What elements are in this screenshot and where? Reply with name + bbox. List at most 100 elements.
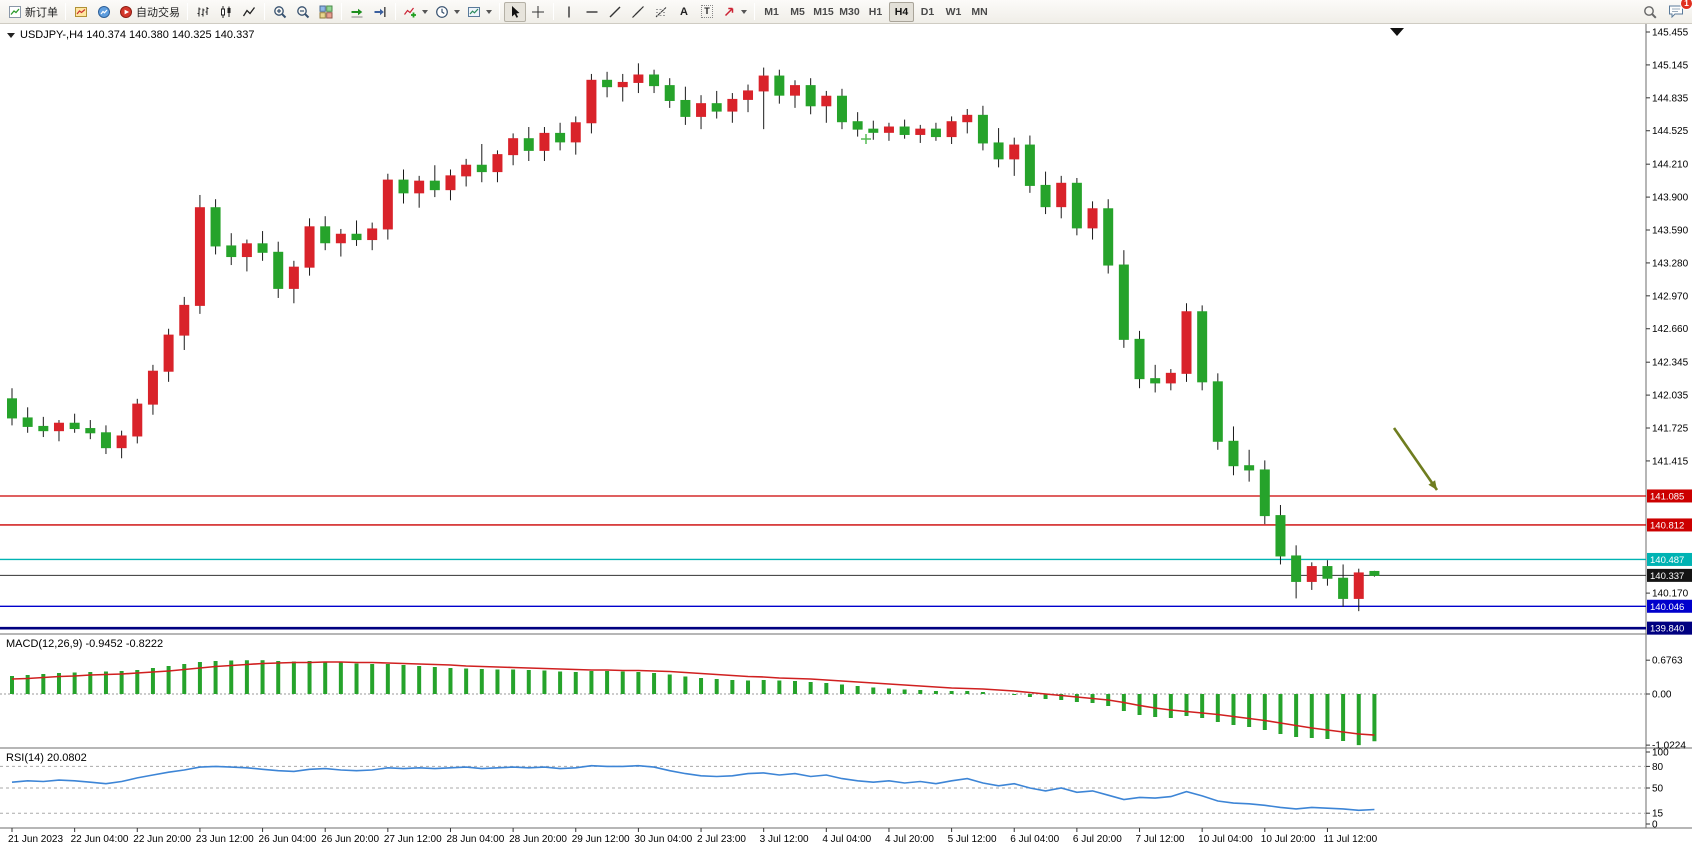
profiles-button[interactable] (93, 2, 115, 22)
tile-windows-icon (319, 5, 333, 19)
svg-text:28 Jun 04:00: 28 Jun 04:00 (446, 834, 504, 845)
chart-shift-button[interactable] (369, 2, 391, 22)
cursor-tool-button[interactable] (504, 1, 526, 22)
svg-text:0.6763: 0.6763 (1652, 656, 1683, 667)
svg-text:142.970: 142.970 (1652, 291, 1689, 302)
zoom-in-icon (273, 5, 287, 19)
cross-marker-object[interactable] (861, 134, 871, 144)
svg-text:10 Jul 04:00: 10 Jul 04:00 (1198, 834, 1253, 845)
bar-chart-button[interactable] (192, 2, 214, 22)
svg-text:29 Jun 12:00: 29 Jun 12:00 (572, 834, 630, 845)
timeframe-d1-button[interactable]: D1 (915, 2, 940, 22)
svg-text:142.345: 142.345 (1652, 358, 1689, 369)
new-order-icon (8, 5, 22, 19)
svg-text:0: 0 (1652, 820, 1658, 831)
new-chart-button[interactable] (70, 2, 92, 22)
svg-text:80: 80 (1652, 762, 1664, 773)
timeframe-h4-button[interactable]: H4 (889, 1, 914, 22)
panel-frames (0, 24, 1692, 829)
new-order-button[interactable]: 新订单 (5, 2, 61, 22)
arrow-annotation[interactable] (1392, 427, 1439, 491)
line-chart-icon (242, 5, 256, 19)
crosshair-tool-button[interactable] (527, 2, 549, 22)
vertical-line-tool-button[interactable] (558, 2, 580, 22)
channel-tool-button[interactable] (627, 2, 649, 22)
horizontal-line-tool-button[interactable] (581, 2, 603, 22)
time-axis[interactable]: 21 Jun 2023 22 Jun 04:00 22 Jun 20:00 23 Ju… (8, 828, 1378, 845)
trendline-tool-button[interactable] (604, 2, 626, 22)
periods-clock-icon (435, 5, 449, 19)
new-order-label: 新订单 (25, 6, 58, 19)
bar-chart-icon (196, 5, 210, 19)
price-axis[interactable]: 145.455 145.145 144.835 144.525 144.210 143.9… (1646, 28, 1692, 635)
toolbar-separator (341, 3, 342, 20)
svg-text:11 Jul 12:00: 11 Jul 12:00 (1323, 834, 1377, 845)
autotrading-label: 自动交易 (136, 6, 180, 19)
timeframe-m30-button[interactable]: M30 (837, 2, 862, 22)
symbol-dropdown-icon[interactable] (7, 32, 15, 38)
timeframe-w1-button[interactable]: W1 (941, 2, 966, 22)
svg-text:143.900: 143.900 (1652, 193, 1689, 204)
candlestick-chart-button[interactable] (215, 2, 237, 22)
chart-canvas[interactable]: 145.455 145.145 144.835 144.525 144.210 143.9… (0, 24, 1692, 847)
svg-text:26 Jun 20:00: 26 Jun 20:00 (321, 834, 379, 845)
svg-text:145.145: 145.145 (1652, 60, 1689, 71)
fibonacci-icon (654, 5, 668, 19)
svg-text:50: 50 (1652, 784, 1664, 795)
text-label-icon: T (701, 5, 713, 18)
auto-scroll-button[interactable] (346, 2, 368, 22)
macd-indicator-label: MACD(12,26,9) -0.9452 -0.8222 (6, 638, 164, 650)
svg-text:22 Jun 20:00: 22 Jun 20:00 (133, 834, 191, 845)
chart-shift-marker[interactable] (1390, 28, 1404, 36)
svg-text:140.487: 140.487 (1650, 555, 1684, 566)
timeframe-toolbar: M1 M5 M15 M30 H1 H4 D1 W1 MN (759, 1, 992, 22)
arrows-tool-button[interactable] (719, 2, 750, 22)
autotrading-button[interactable]: 自动交易 (116, 2, 183, 22)
svg-text:141.085: 141.085 (1650, 491, 1684, 502)
timeframe-h1-button[interactable]: H1 (863, 2, 888, 22)
auto-scroll-icon (350, 5, 364, 19)
text-label-tool-button[interactable]: T (696, 2, 718, 22)
svg-text:141.725: 141.725 (1652, 424, 1689, 435)
main-toolbar: 新订单 自动交易 A T (0, 0, 1692, 24)
timeframe-m15-button[interactable]: M15 (811, 2, 836, 22)
svg-text:143.280: 143.280 (1652, 258, 1689, 269)
horizontal-line-icon (585, 5, 599, 19)
fibonacci-tool-button[interactable] (650, 2, 672, 22)
search-button[interactable] (1639, 2, 1661, 22)
autotrading-icon (119, 5, 133, 19)
chart-area[interactable]: 145.455 145.145 144.835 144.525 144.210 143.9… (0, 24, 1692, 847)
svg-text:2 Jul 23:00: 2 Jul 23:00 (697, 834, 746, 845)
templates-icon (467, 5, 481, 19)
new-chart-icon (74, 5, 88, 19)
chat-button-wrap: 1 (1665, 0, 1692, 23)
notification-badge[interactable]: 1 (1680, 0, 1692, 10)
timeframe-m1-button[interactable]: M1 (759, 2, 784, 22)
periods-button[interactable] (432, 2, 463, 22)
chevron-down-icon (741, 9, 747, 14)
symbol-ohlc-label: USDJPY-,H4 140.374 140.380 140.325 140.3… (20, 29, 255, 41)
timeframe-m5-button[interactable]: M5 (785, 2, 810, 22)
svg-text:6 Jul 20:00: 6 Jul 20:00 (1073, 834, 1122, 845)
templates-button[interactable] (464, 2, 495, 22)
svg-text:142.660: 142.660 (1652, 324, 1689, 335)
toolbar-right-group: 1 (1639, 0, 1692, 23)
svg-text:21 Jun 2023: 21 Jun 2023 (8, 834, 63, 845)
line-chart-button[interactable] (238, 2, 260, 22)
horizontal-level-lines[interactable] (0, 495, 1646, 630)
cursor-icon (508, 5, 522, 19)
text-tool-button[interactable]: A (673, 2, 695, 22)
zoom-in-button[interactable] (269, 2, 291, 22)
svg-text:22 Jun 04:00: 22 Jun 04:00 (71, 834, 129, 845)
zoom-out-icon (296, 5, 310, 19)
chevron-down-icon (422, 9, 428, 14)
indicators-button[interactable] (400, 2, 431, 22)
candlestick-chart-icon (219, 5, 233, 19)
timeframe-mn-button[interactable]: MN (967, 2, 992, 22)
zoom-out-button[interactable] (292, 2, 314, 22)
svg-text:30 Jun 04:00: 30 Jun 04:00 (634, 834, 692, 845)
svg-text:15: 15 (1652, 809, 1664, 820)
tile-windows-button[interactable] (315, 2, 337, 22)
svg-text:142.035: 142.035 (1652, 391, 1689, 402)
chevron-down-icon (454, 9, 460, 14)
